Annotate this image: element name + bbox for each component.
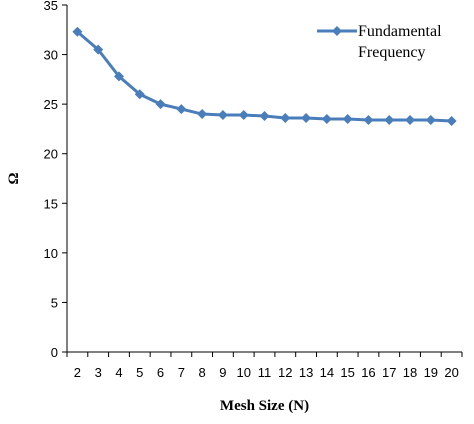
data-point <box>155 99 166 110</box>
data-point <box>217 110 228 121</box>
data-point <box>113 71 124 82</box>
x-tick-label: 14 <box>320 365 334 380</box>
x-tick-label: 6 <box>157 365 164 380</box>
data-point <box>363 115 374 126</box>
x-tick-label: 2 <box>74 365 81 380</box>
x-tick-label: 5 <box>136 365 143 380</box>
x-tick-label: 18 <box>403 365 417 380</box>
data-point <box>134 89 145 100</box>
data-point <box>238 110 249 121</box>
x-tick-label: 4 <box>115 365 122 380</box>
y-tick-label: 10 <box>44 246 58 261</box>
y-tick-label: 30 <box>44 48 58 63</box>
data-point <box>280 113 291 124</box>
x-tick-label: 9 <box>219 365 226 380</box>
series-layer <box>72 26 457 126</box>
data-point <box>342 114 353 125</box>
x-axis-title: Mesh Size (N) <box>220 398 309 414</box>
legend-diamond-marker <box>332 26 342 36</box>
x-tick-label: 12 <box>278 365 292 380</box>
x-tick-label: 13 <box>299 365 313 380</box>
axes <box>66 5 462 353</box>
x-axis-ticks: 2 3 4 5 6 7 8 9 10 11 12 13 14 15 16 17 18 19 20 <box>66 352 463 380</box>
data-point <box>301 113 312 124</box>
data-point <box>446 115 457 126</box>
x-tick-label: 20 <box>444 365 458 380</box>
data-point <box>72 26 83 37</box>
y-axis-title: Ω <box>6 172 22 184</box>
data-point <box>259 111 270 122</box>
x-tick-label: 7 <box>178 365 185 380</box>
data-point <box>176 104 187 115</box>
data-point <box>425 115 436 126</box>
x-tick-label: 16 <box>361 365 375 380</box>
y-tick-label: 15 <box>44 196 58 211</box>
data-point <box>384 115 395 126</box>
x-tick-label: 8 <box>199 365 206 380</box>
legend-label-line-2: Frequency <box>358 44 426 61</box>
data-point <box>197 109 208 120</box>
y-tick-label: 5 <box>51 295 58 310</box>
y-axis-ticks: 0 5 10 15 20 25 30 35 <box>44 0 67 360</box>
y-tick-label: 35 <box>44 0 58 13</box>
x-tick-label: 17 <box>382 365 396 380</box>
data-point <box>321 114 332 125</box>
y-tick-label: 0 <box>51 345 58 360</box>
x-tick-label: 15 <box>340 365 354 380</box>
y-tick-label: 25 <box>44 97 58 112</box>
x-tick-label: 11 <box>258 365 272 380</box>
data-point <box>93 44 104 55</box>
data-point <box>405 115 416 126</box>
legend-label-line-1: Fundamental <box>358 23 442 40</box>
y-tick-label: 20 <box>44 147 58 162</box>
x-tick-label: 3 <box>95 365 102 380</box>
legend: Fundamental Frequency <box>317 23 442 61</box>
x-tick-label: 19 <box>424 365 438 380</box>
x-tick-label: 10 <box>236 365 250 380</box>
